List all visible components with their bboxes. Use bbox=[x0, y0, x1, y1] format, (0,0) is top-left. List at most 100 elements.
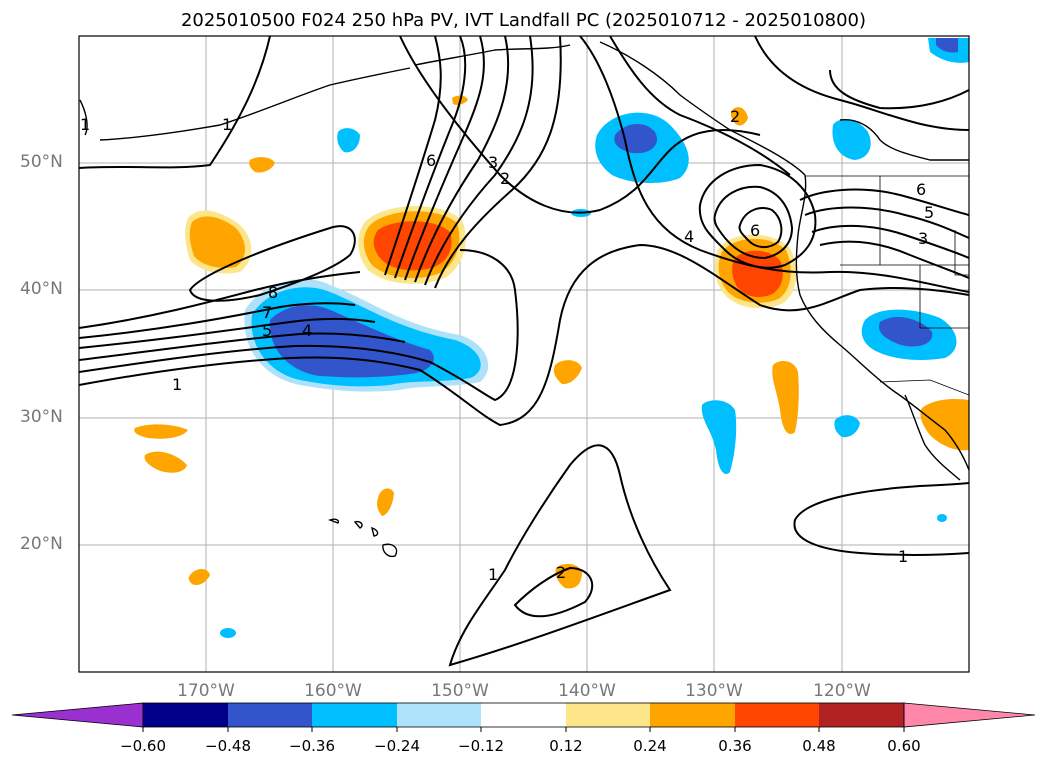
contour-label: 8 bbox=[268, 283, 278, 302]
colorbar-segment bbox=[481, 703, 566, 727]
contour-label: 5 bbox=[262, 321, 272, 340]
contour-line bbox=[414, 36, 510, 283]
pv-anomaly-neg bbox=[936, 38, 958, 53]
contour-line bbox=[513, 566, 594, 618]
contour-line bbox=[434, 36, 562, 289]
coastlines bbox=[79, 41, 969, 558]
colorbar-tick-label: 0.48 bbox=[802, 737, 836, 755]
pv-anomaly-pos bbox=[373, 221, 452, 271]
contour-label: 1 bbox=[898, 547, 908, 566]
pv-anomaly-pos bbox=[134, 424, 188, 439]
pv-anomaly-neg bbox=[834, 415, 860, 438]
pv-anomaly-pos bbox=[553, 360, 582, 385]
contour-line bbox=[599, 129, 761, 211]
pv-anomaly-pos bbox=[144, 451, 187, 473]
contour-label: 4 bbox=[302, 321, 312, 340]
contour-line bbox=[79, 249, 519, 402]
contour-label: 5 bbox=[924, 203, 934, 222]
contour-label: 1 bbox=[80, 115, 90, 134]
colorbar-tick-label: −0.36 bbox=[289, 737, 335, 755]
contour-line bbox=[698, 163, 817, 269]
pv-anomaly-neg bbox=[832, 119, 871, 160]
contour-label: 1 bbox=[172, 375, 182, 394]
colorbar-segment bbox=[312, 703, 397, 727]
contour-line bbox=[804, 206, 969, 239]
contour-line bbox=[394, 36, 467, 279]
map-title: 2025010500 F024 250 hPa PV, IVT Landfall… bbox=[180, 10, 867, 31]
lon-tick-label: 140°W bbox=[558, 681, 616, 701]
pv-anomaly-pos bbox=[188, 569, 210, 585]
ivt-contours bbox=[79, 36, 969, 667]
contour-label: 2 bbox=[500, 169, 510, 188]
contour-line bbox=[799, 188, 969, 216]
contour-line bbox=[448, 444, 672, 667]
pv-anomaly-pos bbox=[730, 107, 748, 126]
lon-tick-label: 160°W bbox=[304, 681, 362, 701]
lat-tick-label: 20°N bbox=[20, 534, 63, 554]
contour-line bbox=[79, 318, 376, 349]
contour-line bbox=[424, 36, 534, 286]
colorbar-extend-low bbox=[11, 702, 144, 728]
colorbar-tick-label: 0.24 bbox=[633, 737, 667, 755]
contour-label: 4 bbox=[684, 227, 694, 246]
lat-tick-label: 40°N bbox=[20, 279, 63, 299]
pv-anomaly-pos bbox=[249, 157, 275, 173]
contour-line bbox=[579, 36, 969, 293]
pv-anomaly-neg bbox=[878, 317, 933, 347]
lon-tick-label: 150°W bbox=[431, 681, 489, 701]
colorbar-tick-label: 0.12 bbox=[549, 737, 583, 755]
contour-label: 6 bbox=[916, 180, 926, 199]
contour-line bbox=[811, 224, 969, 259]
colorbar-tick-label: 0.36 bbox=[718, 737, 752, 755]
contour-line bbox=[738, 207, 783, 248]
contour-label: 7 bbox=[262, 303, 272, 322]
pv-anomaly-neg bbox=[337, 128, 360, 153]
colorbar bbox=[11, 702, 1036, 732]
contour-label: 3 bbox=[488, 153, 498, 172]
contour-line bbox=[79, 271, 361, 329]
colorbar-extend-high bbox=[903, 702, 1036, 728]
contour-labels: 1 4 5 7 8 6 3 2 4 6 6 5 3 1 2 1 1 1 2 bbox=[80, 107, 934, 584]
contour-line bbox=[399, 36, 601, 214]
colorbar-segment bbox=[735, 703, 819, 727]
contour-line bbox=[79, 36, 271, 169]
pv-anomaly-pos bbox=[189, 216, 245, 268]
contour-label: 6 bbox=[750, 221, 760, 240]
colorbar-segment bbox=[566, 703, 650, 727]
pv-anomaly-neg bbox=[701, 400, 737, 474]
lon-tick-label: 130°W bbox=[685, 681, 743, 701]
colorbar-segment bbox=[143, 703, 228, 727]
colorbar-tick-label: −0.60 bbox=[120, 737, 166, 755]
contour-label: 3 bbox=[918, 229, 928, 248]
contour-line bbox=[79, 332, 406, 361]
lat-tick-label: 50°N bbox=[20, 152, 63, 172]
contour-line bbox=[713, 185, 794, 260]
pv-anomaly-neg bbox=[269, 305, 434, 378]
colorbar-segment bbox=[228, 703, 312, 727]
colorbar-tick-label: 0.60 bbox=[887, 737, 921, 755]
pv-anomaly-pos bbox=[377, 488, 394, 516]
colorbar-segment bbox=[397, 703, 481, 727]
colorbar-segment bbox=[650, 703, 735, 727]
map-panel: 1 4 5 7 8 6 3 2 4 6 6 5 3 1 2 1 1 1 2 bbox=[79, 36, 969, 672]
contour-line bbox=[188, 225, 356, 302]
lat-tick-label: 30°N bbox=[20, 407, 63, 427]
contour-label: 2 bbox=[556, 563, 566, 582]
colorbar-tick-label: −0.12 bbox=[458, 737, 504, 755]
contour-line bbox=[79, 302, 356, 339]
contour-label: 6 bbox=[426, 151, 436, 170]
contour-line bbox=[384, 36, 442, 276]
contour-line bbox=[79, 243, 969, 427]
contour-line bbox=[404, 36, 485, 281]
contour-label: 1 bbox=[222, 115, 232, 134]
pv-anomaly-neg bbox=[937, 514, 947, 522]
contour-line bbox=[609, 36, 791, 176]
contour-label: 2 bbox=[730, 107, 740, 126]
lon-tick-label: 170°W bbox=[177, 681, 235, 701]
contour-line bbox=[829, 69, 969, 110]
colorbar-tick-label: −0.24 bbox=[374, 737, 420, 755]
contour-line bbox=[754, 36, 969, 131]
colorbar-tick-label: −0.48 bbox=[205, 737, 251, 755]
contour-line bbox=[819, 240, 969, 279]
